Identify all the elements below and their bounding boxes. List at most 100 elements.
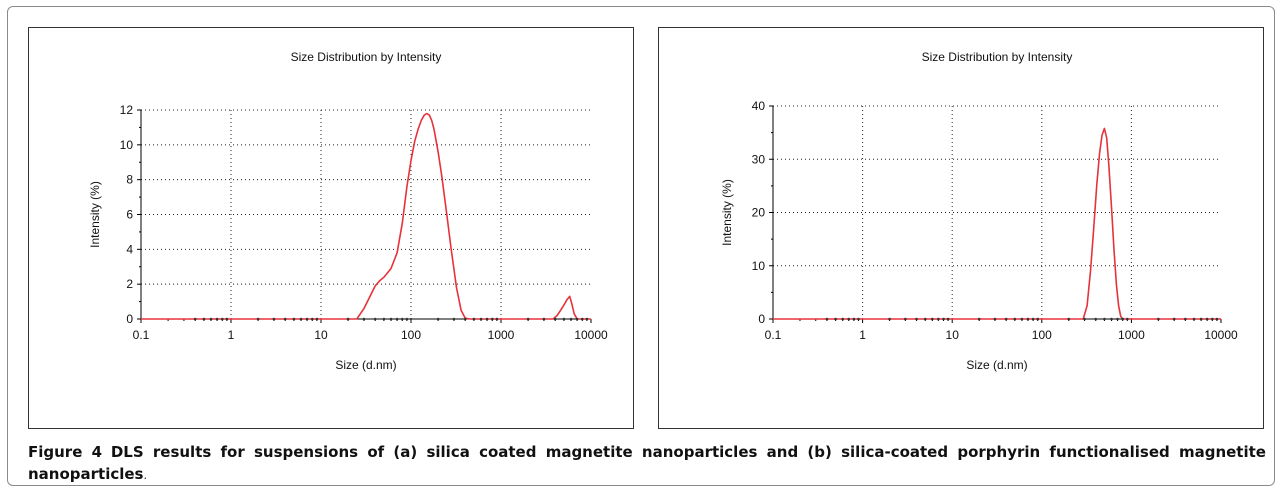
chart-b-baseline-marker	[931, 317, 934, 321]
chart-a-baseline-marker	[193, 317, 197, 321]
chart-a-baseline-marker	[553, 317, 557, 321]
chart-a-baseline-marker	[569, 317, 573, 321]
chart-a-y-tick-label: 0	[126, 312, 133, 326]
chart-a-baseline-marker	[215, 317, 219, 321]
chart-b-y-tick-label: 10	[752, 259, 766, 273]
chart-a-x-tick-label: 10000	[574, 328, 608, 342]
chart-b-baseline-marker	[946, 317, 950, 321]
chart-a-x-tick-label: 0.1	[133, 328, 150, 342]
chart-b-baseline-marker	[977, 317, 981, 321]
chart-b-baseline-marker	[1215, 317, 1219, 321]
chart-a-baseline-marker	[220, 317, 224, 321]
chart-b-baseline-marker	[841, 317, 845, 321]
chart-a-baseline-marker	[346, 317, 350, 321]
chart-a-baseline-marker	[373, 317, 377, 321]
chart-b-baseline-marker	[847, 317, 851, 321]
chart-b-baseline-marker	[1205, 317, 1209, 321]
chart-b-title: Size Distribution by Intensity	[922, 50, 1073, 64]
chart-b-y-tick-label: 20	[752, 206, 766, 220]
chart-a-y-tick-label: 6	[126, 208, 133, 222]
chart-a-baseline-marker	[479, 317, 483, 321]
figure-frame: Size Distribution by Intensity 0 2 4 6 8 10 12 0…	[7, 6, 1275, 486]
chart-a-svg: Size Distribution by Intensity 0 2 4 6 8 10 12 0…	[88, 50, 608, 372]
chart-a-baseline-marker	[292, 317, 296, 321]
chart-b-baseline-marker	[834, 317, 837, 321]
chart-b-baseline-marker	[942, 317, 945, 321]
chart-a-baseline-marker	[562, 317, 566, 321]
chart-a-baseline-marker	[389, 317, 393, 321]
chart-b-series-line	[773, 127, 1221, 320]
chart-a-baseline-marker	[310, 317, 314, 321]
chart-a-baseline-marker	[362, 317, 366, 321]
chart-b-y-axis-label: Intensity (%)	[720, 179, 734, 246]
chart-a-baseline-marker	[225, 317, 229, 321]
chart-b-baseline-marker	[1036, 317, 1040, 321]
chart-a-baseline-marker	[585, 317, 589, 321]
chart-a-x-axis-label: Size (d.nm)	[335, 358, 396, 372]
chart-b-baseline-marker	[904, 317, 907, 321]
caption-label: Figure 4	[28, 443, 103, 461]
chart-a-y-tick-label: 8	[126, 173, 133, 187]
chart-b-svg: Size Distribution by Intensity 0 10 20 30 40 0…	[720, 50, 1238, 372]
chart-a-x-tick-label: 10	[314, 328, 328, 342]
chart-a-baseline-marker	[202, 317, 206, 321]
chart-b-baseline-marker	[923, 317, 927, 321]
chart-a-y-tick-label: 10	[120, 138, 134, 152]
chart-b-baseline-marker	[1083, 317, 1086, 321]
chart-a-y-axis-label: Intensity (%)	[88, 181, 102, 248]
chart-b-baseline-marker	[915, 317, 918, 321]
chart-a-x-tick-label: 100	[401, 328, 421, 342]
chart-b-x-tick-label: 1000	[1118, 328, 1145, 342]
chart-a-y-tick-label: 4	[126, 242, 133, 256]
chart-b-baseline-marker	[1094, 317, 1098, 321]
chart-a-baseline-marker	[452, 317, 456, 321]
chart-a-baseline-marker	[485, 317, 489, 321]
chart-b-baseline-marker	[1110, 317, 1113, 321]
chart-a-title: Size Distribution by Intensity	[291, 50, 442, 64]
chart-b-x-axis-label: Size (d.nm)	[966, 358, 1027, 372]
chart-a-baseline-markers	[193, 317, 589, 321]
chart-a-baseline-marker	[209, 317, 213, 321]
chart-b-baseline-marker	[993, 317, 997, 321]
chart-a-baseline-marker	[405, 317, 409, 321]
chart-b-x-tick-label: 10	[946, 328, 960, 342]
chart-b-baseline-marker	[852, 317, 856, 321]
chart-b-baseline-marker	[1199, 317, 1203, 321]
chart-b-baseline-marker	[1004, 317, 1008, 321]
chart-a-baseline-marker	[395, 317, 399, 321]
chart-b-grid	[773, 105, 1221, 319]
chart-b-baseline-marker	[1157, 317, 1160, 321]
chart-a-x-tick-label: 1000	[488, 328, 515, 342]
chart-b-baseline-marker	[1192, 317, 1196, 321]
chart-a-baseline-marker	[463, 317, 467, 321]
chart-b-baseline-marker	[1184, 317, 1187, 321]
chart-b-baseline-marker	[857, 317, 860, 321]
caption-period: .	[143, 469, 148, 482]
chart-a-baseline-marker	[526, 317, 530, 321]
chart-b-baseline-marker	[1211, 317, 1214, 321]
chart-b-baseline-marker	[1067, 317, 1071, 321]
chart-a-baseline-marker	[382, 317, 386, 321]
chart-a-grid	[141, 109, 591, 319]
chart-b-baseline-marker	[1126, 317, 1129, 321]
chart-a-baseline-marker	[400, 317, 404, 321]
chart-a-baseline-marker	[283, 317, 287, 321]
chart-b-x-tick-label: 10000	[1204, 328, 1238, 342]
chart-b-baseline-markers	[825, 317, 1219, 321]
chart-a-y-tick-label: 12	[120, 103, 134, 117]
chart-b-y-tick-label: 0	[758, 312, 765, 326]
chart-a-baseline-marker	[542, 317, 546, 321]
chart-b-baseline-marker	[1121, 317, 1125, 321]
chart-a-y-tick-label: 2	[126, 277, 133, 291]
chart-a-baseline-marker	[472, 317, 476, 321]
chart-a-baseline-marker	[256, 317, 260, 321]
chart-b-baseline-marker	[1031, 317, 1035, 321]
chart-a-baseline-marker	[272, 317, 276, 321]
figure-caption: Figure 4 DLS results for suspensions of …	[28, 441, 1266, 487]
chart-b-x-tick-label: 0.1	[765, 328, 782, 342]
chart-a-baseline-marker	[436, 317, 440, 321]
chart-b-x-tick-label: 1	[859, 328, 866, 342]
chart-a-baseline-marker	[315, 317, 319, 321]
chart-a-baseline-marker	[495, 317, 499, 321]
chart-a-baseline-marker	[575, 317, 579, 321]
